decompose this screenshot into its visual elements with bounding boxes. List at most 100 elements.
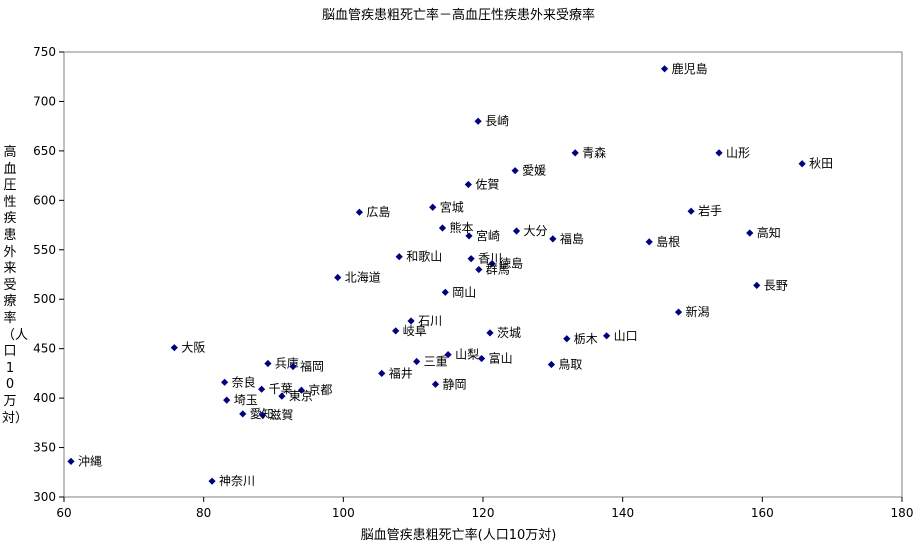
data-label: 宮崎 — [476, 228, 500, 243]
data-label: 徳島 — [499, 256, 523, 271]
data-point — [258, 385, 266, 393]
x-tick-label: 80 — [196, 506, 211, 520]
data-point — [289, 362, 297, 371]
data-label: 奈良 — [232, 374, 256, 389]
data-point — [208, 477, 216, 485]
data-label: 大分 — [524, 224, 548, 238]
data-point — [429, 203, 437, 211]
data-point — [264, 359, 272, 368]
x-tick-label: 120 — [472, 506, 495, 520]
data-label: 石川 — [418, 314, 442, 328]
data-point — [221, 378, 229, 386]
y-tick-label: 500 — [33, 292, 56, 306]
data-point — [431, 380, 440, 388]
data-point — [474, 117, 482, 125]
data-point — [547, 360, 556, 369]
data-label: 山口 — [614, 329, 638, 343]
data-label: 岩手 — [698, 203, 722, 218]
y-tick-label: 550 — [33, 243, 56, 257]
data-point — [395, 253, 403, 261]
data-point — [486, 329, 494, 337]
chart-title: 脳血管疾患粗死亡率－高血圧性疾患外来受療率 — [321, 8, 595, 23]
data-label: 岐阜 — [403, 324, 427, 338]
x-tick-label: 160 — [751, 506, 774, 520]
data-point — [297, 386, 306, 394]
data-label: 長野 — [764, 278, 788, 292]
data-point — [465, 232, 473, 240]
data-label: 秋田 — [809, 157, 833, 171]
data-label: 香川 — [478, 252, 502, 266]
x-tick-label: 180 — [891, 506, 914, 520]
data-point — [67, 457, 75, 465]
data-point — [660, 65, 669, 73]
y-tick-label: 600 — [33, 193, 56, 207]
x-axis-label: 脳血管疾患粗死亡率(人口10万対) — [360, 528, 557, 543]
data-point — [674, 308, 683, 316]
data-label: 滋賀 — [269, 408, 293, 422]
data-point — [334, 273, 342, 282]
data-label: 千葉 — [269, 382, 293, 396]
data-point — [478, 354, 486, 363]
data-point — [170, 344, 178, 352]
data-label: 茨城 — [497, 326, 521, 340]
data-label: 大阪 — [181, 341, 205, 355]
data-label: 山形 — [726, 146, 750, 160]
y-tick-label: 350 — [33, 441, 56, 455]
data-point — [511, 167, 519, 175]
x-tick-label: 60 — [56, 506, 71, 520]
data-label: 広島 — [366, 204, 390, 219]
data-point — [441, 288, 449, 296]
data-label: 埼玉 — [234, 393, 258, 407]
data-label: 福岡 — [300, 358, 324, 373]
data-point — [753, 281, 761, 289]
y-tick-label: 700 — [33, 94, 56, 108]
data-label: 栃木 — [574, 332, 598, 346]
data-point — [464, 180, 472, 189]
data-point — [475, 265, 483, 274]
data-point — [467, 255, 475, 263]
data-point — [438, 224, 447, 232]
data-label: 鳥取 — [558, 356, 582, 371]
data-label: 山梨 — [455, 348, 479, 362]
data-label: 高知 — [757, 225, 781, 240]
data-point — [392, 327, 400, 335]
data-point — [378, 369, 386, 377]
data-point — [278, 392, 286, 400]
data-label: 佐賀 — [475, 178, 499, 192]
x-tick-label: 140 — [611, 506, 634, 520]
data-point — [715, 149, 723, 157]
data-label: 神奈川 — [219, 474, 255, 488]
data-label: 福井 — [389, 365, 413, 380]
data-point — [687, 207, 695, 215]
data-point — [488, 260, 496, 268]
data-label: 青森 — [582, 145, 606, 160]
data-point — [444, 351, 452, 359]
data-point — [798, 160, 806, 168]
data-label: 島根 — [656, 234, 680, 249]
plot-area-frame — [63, 51, 903, 498]
data-label: 東京 — [289, 389, 313, 403]
data-label: 兵庫 — [275, 357, 299, 371]
data-label: 宮城 — [440, 199, 464, 214]
data-label: 長崎 — [485, 114, 509, 128]
data-label: 新潟 — [686, 304, 710, 319]
data-label: 北海道 — [345, 269, 381, 284]
data-point — [563, 335, 571, 343]
data-point — [258, 411, 266, 419]
data-point — [571, 149, 579, 157]
x-tick-label: 100 — [332, 506, 355, 520]
data-label: 岡山 — [452, 285, 476, 299]
data-point — [223, 396, 231, 404]
data-label: 三重 — [424, 355, 448, 369]
y-axis-label: 高血圧性疾患外来受療率（人口10万対） — [2, 145, 29, 426]
data-point — [549, 235, 557, 243]
data-label: 富山 — [489, 351, 513, 366]
y-tick-label: 450 — [33, 342, 56, 356]
data-label: 熊本 — [449, 220, 473, 235]
data-label: 京都 — [308, 383, 332, 397]
data-label: 鹿児島 — [672, 61, 708, 76]
data-label: 静岡 — [443, 377, 467, 391]
data-point — [603, 332, 611, 340]
y-tick-label: 300 — [33, 490, 56, 504]
